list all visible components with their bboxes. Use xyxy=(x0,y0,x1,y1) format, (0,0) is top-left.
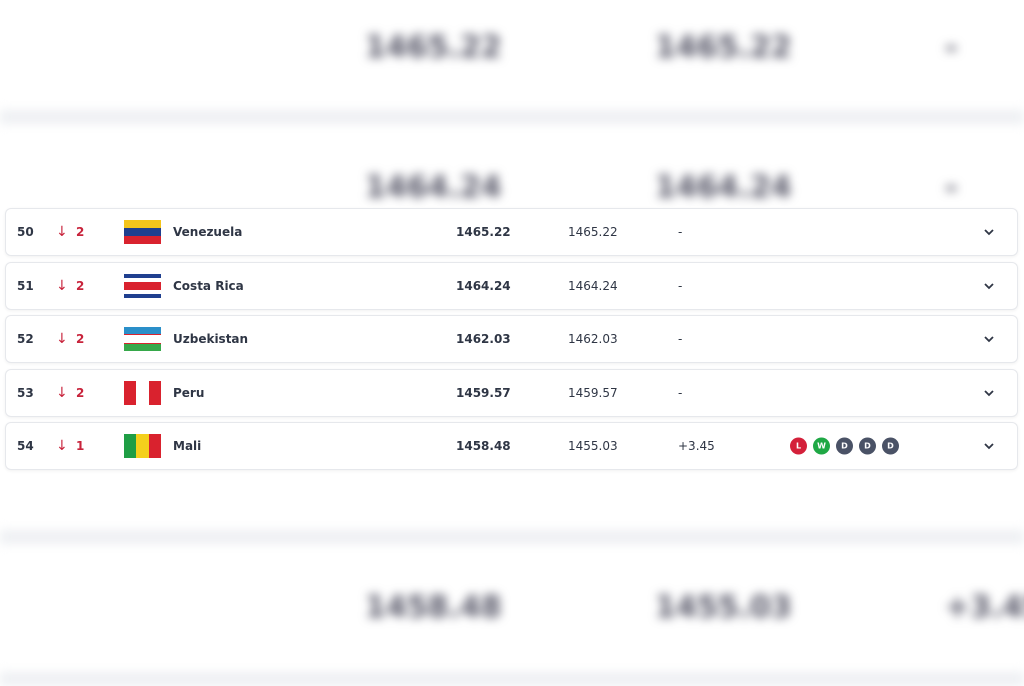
blurred-points: 1458.48 xyxy=(365,590,502,625)
points-diff: +3.45 xyxy=(678,439,715,453)
arrow-down-icon: ↓ xyxy=(56,278,68,294)
team-name[interactable]: Uzbekistan xyxy=(173,332,249,346)
rank-change: 2 xyxy=(76,225,85,239)
blurred-row: 1465.22 1465.22 - xyxy=(0,0,1024,100)
rank-change: 2 xyxy=(76,386,85,400)
previous-points: 1465.22 xyxy=(568,225,618,239)
ranking-row[interactable]: 51 ↓ 2 Costa Rica 1464.24 1464.24 - xyxy=(5,262,1018,310)
form-badge: W xyxy=(813,437,830,455)
rank: 53 xyxy=(17,386,34,400)
chevron-down-icon[interactable] xyxy=(984,281,994,291)
blurred-points: 1464.24 xyxy=(365,170,502,205)
rank: 50 xyxy=(17,225,34,239)
total-points: 1464.24 xyxy=(456,279,511,293)
rank-change: 2 xyxy=(76,279,85,293)
arrow-down-icon: ↓ xyxy=(56,385,68,401)
ranking-row[interactable]: 50 ↓ 2 Venezuela 1465.22 1465.22 - xyxy=(5,208,1018,256)
team-name[interactable]: Mali xyxy=(173,439,202,453)
previous-points: 1455.03 xyxy=(568,439,618,453)
blurred-previous: 1464.24 xyxy=(655,170,792,205)
points-diff: - xyxy=(678,225,683,239)
points-diff: - xyxy=(678,279,683,293)
chevron-down-icon[interactable] xyxy=(984,388,994,398)
blurred-diff: - xyxy=(945,30,958,65)
previous-points: 1464.24 xyxy=(568,279,618,293)
ranking-row[interactable]: 52 ↓ 2 Uzbekistan 1462.03 1462.03 - xyxy=(5,315,1018,363)
flag-icon xyxy=(124,434,161,458)
total-points: 1465.22 xyxy=(456,225,511,239)
ranking-row[interactable]: 53 ↓ 2 Peru 1459.57 1459.57 - xyxy=(5,369,1018,417)
team-name[interactable]: Venezuela xyxy=(173,225,243,239)
arrow-down-icon: ↓ xyxy=(56,224,68,240)
blurred-diff: +3.45 xyxy=(945,590,1024,625)
total-points: 1462.03 xyxy=(456,332,511,346)
chevron-down-icon[interactable] xyxy=(984,441,994,451)
rank: 52 xyxy=(17,332,34,346)
points-diff: - xyxy=(678,332,683,346)
total-points: 1458.48 xyxy=(456,439,511,453)
blurred-row: 1458.48 1455.03 +3.45 xyxy=(0,560,1024,660)
blurred-previous: 1455.03 xyxy=(655,590,792,625)
previous-points: 1462.03 xyxy=(568,332,618,346)
team-name[interactable]: Costa Rica xyxy=(173,279,244,293)
flag-icon xyxy=(124,381,161,405)
form-badge: D xyxy=(859,437,876,455)
chevron-down-icon[interactable] xyxy=(984,227,994,237)
rank: 51 xyxy=(17,279,34,293)
form-badge: L xyxy=(790,437,807,455)
form-badge: D xyxy=(882,437,899,455)
flag-icon xyxy=(124,274,161,298)
arrow-down-icon: ↓ xyxy=(56,331,68,347)
blurred-previous: 1465.22 xyxy=(655,30,792,65)
rank: 54 xyxy=(17,439,34,453)
team-name[interactable]: Peru xyxy=(173,386,205,400)
total-points: 1459.57 xyxy=(456,386,511,400)
rank-change: 2 xyxy=(76,332,85,346)
points-diff: - xyxy=(678,386,683,400)
rank-change: 1 xyxy=(76,439,85,453)
arrow-down-icon: ↓ xyxy=(56,438,68,454)
flag-icon xyxy=(124,220,161,244)
previous-points: 1459.57 xyxy=(568,386,618,400)
blurred-points: 1465.22 xyxy=(365,30,502,65)
blurred-row: 1464.24 1464.24 - xyxy=(0,140,1024,240)
flag-icon xyxy=(124,327,161,351)
chevron-down-icon[interactable] xyxy=(984,334,994,344)
blurred-diff: - xyxy=(945,170,958,205)
form-badge: D xyxy=(836,437,853,455)
